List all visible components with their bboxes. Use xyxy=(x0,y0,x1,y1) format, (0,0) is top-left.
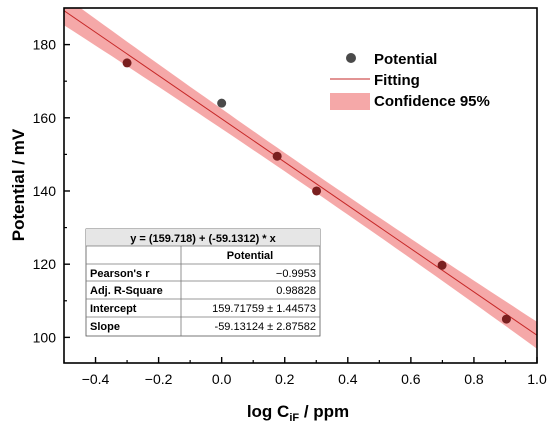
legend-label-fitting: Fitting xyxy=(374,72,420,89)
stats-row-label: Adj. R-Square xyxy=(90,285,163,297)
x-tick-label: −0.2 xyxy=(145,371,173,387)
stats-row-label: Intercept xyxy=(90,303,137,315)
data-point xyxy=(501,314,511,324)
x-tick-label: 0.4 xyxy=(338,371,358,387)
stats-row-label: Slope xyxy=(90,321,120,333)
data-point xyxy=(122,58,132,68)
y-tick-label: 140 xyxy=(33,183,57,199)
stats-equation: y = (159.718) + (-59.1312) * x xyxy=(130,233,276,245)
y-tick-label: 100 xyxy=(33,329,57,345)
x-tick-label: −0.4 xyxy=(82,371,110,387)
fit-line-layer xyxy=(64,10,537,336)
legend-label-potential: Potential xyxy=(374,51,437,68)
stats-table-bg xyxy=(85,228,321,337)
legend-marker-confidence xyxy=(330,93,370,110)
y-axis-ticks: 100 120 140 160 180 xyxy=(33,37,70,345)
data-point xyxy=(312,186,322,196)
x-axis-title: log CiF / ppm xyxy=(247,402,349,424)
stats-row-value: −0.9953 xyxy=(276,268,316,280)
confidence-band xyxy=(64,8,537,349)
y-tick-label: 180 xyxy=(33,37,57,53)
data-point xyxy=(217,98,227,108)
data-point xyxy=(437,260,447,270)
legend-marker-potential xyxy=(346,53,356,63)
x-axis-title-subscript: iF xyxy=(289,412,299,424)
x-tick-label: 0.2 xyxy=(275,371,295,387)
x-tick-label: 1.0 xyxy=(527,371,547,387)
data-point xyxy=(272,151,282,161)
x-tick-label: 0.8 xyxy=(464,371,484,387)
y-tick-label: 160 xyxy=(33,110,57,126)
stats-table: y = (159.718) + (-59.1312) * x Potential… xyxy=(85,228,321,337)
stats-table-header-bg xyxy=(86,229,320,246)
stats-row-value: -59.13124 ± 2.87582 xyxy=(215,321,316,333)
stats-row-value: 0.98828 xyxy=(276,285,316,297)
stats-row-label: Pearson's r xyxy=(90,268,150,280)
x-axis-ticks: −0.4 −0.2 0.0 0.2 0.4 0.6 0.8 1.0 xyxy=(63,357,547,387)
stats-row-value: 159.71759 ± 1.44573 xyxy=(212,303,316,315)
confidence-band-layer xyxy=(64,8,537,349)
plot-frame xyxy=(63,7,538,364)
legend: Potential Fitting Confidence 95% xyxy=(330,51,490,110)
fit-line xyxy=(64,10,537,336)
y-tick-label: 120 xyxy=(33,256,57,272)
x-tick-label: 0.0 xyxy=(212,371,232,387)
stats-column-header: Potential xyxy=(227,250,273,262)
x-tick-label: 0.6 xyxy=(401,371,421,387)
x-axis-title-unit: / ppm xyxy=(299,402,349,421)
data-points-layer xyxy=(122,58,511,324)
y-axis-title: Potential / mV xyxy=(9,128,28,241)
legend-label-confidence: Confidence 95% xyxy=(374,93,490,110)
x-axis-title-main: log C xyxy=(247,402,290,421)
